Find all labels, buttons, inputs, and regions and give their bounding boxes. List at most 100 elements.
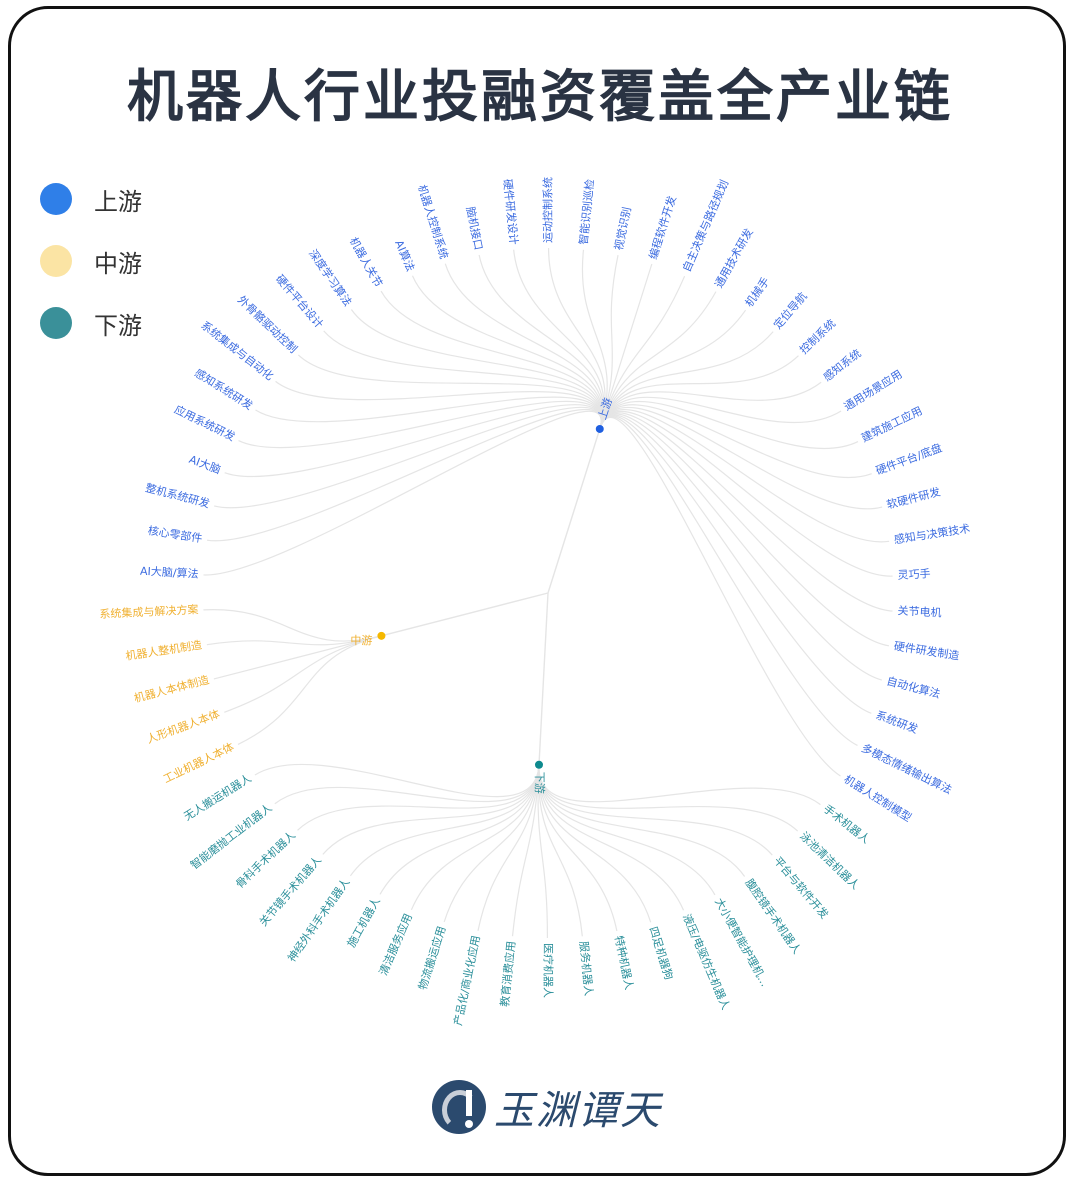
leaf-label[interactable]: 特种机器人 (612, 934, 637, 991)
link-leaf (538, 764, 799, 832)
leaf-label[interactable]: 应用系统研发 (172, 402, 237, 444)
leaf-label[interactable]: 无人搬运机器人 (181, 771, 254, 824)
link-leaf (322, 764, 540, 855)
link-leaf (599, 400, 859, 450)
leaf-label[interactable]: 液压/电驱仿生机器人 (680, 912, 733, 1012)
legend-dot-icon (40, 245, 72, 277)
leaf-label[interactable]: 人形机器人本体 (145, 706, 222, 746)
link-leaf (599, 331, 774, 430)
leaf-label[interactable]: 感知系统研发 (192, 366, 255, 413)
leaf-label[interactable]: 通用技术研发 (711, 226, 755, 290)
leaf-label[interactable]: 骨科手术机器人 (233, 828, 299, 891)
leaf-label[interactable]: 平台与软件开发 (771, 854, 832, 922)
leaf-label[interactable]: 核心零部件 (147, 523, 203, 545)
leaf-label[interactable]: 自主决策与路径规划 (679, 178, 731, 274)
leaf-label[interactable]: 硬件平台设计 (273, 272, 327, 331)
leaf-label[interactable]: 感知与决策技术 (893, 521, 971, 546)
leaf-label[interactable]: 感知系统 (820, 346, 863, 384)
link-leaf (538, 764, 716, 896)
link-leaf (538, 764, 685, 911)
link-leaf (599, 416, 858, 746)
leaf-label[interactable]: 施工机器人 (344, 895, 383, 950)
link-leaf (297, 764, 540, 831)
legend-item-downstream[interactable]: 下游 (40, 292, 142, 354)
node-midstream[interactable] (377, 631, 386, 640)
leaf-label[interactable]: AI大脑/算法 (140, 564, 199, 581)
leaf-label[interactable]: 控制系统 (797, 316, 839, 356)
logo: 玉渊谭天 (432, 1078, 662, 1136)
leaf-label[interactable]: 系统集成与解决方案 (99, 602, 199, 621)
link-leaf (323, 330, 603, 430)
link-leaf (206, 635, 382, 646)
legend-dot-icon (40, 183, 72, 215)
leaf-label[interactable]: 通用场景应用 (841, 367, 904, 414)
leaf-label[interactable]: 硬件平台/底盘 (874, 440, 944, 477)
leaf-label[interactable]: 建筑施工应用 (859, 403, 924, 445)
node-downstream[interactable] (534, 760, 543, 769)
leaf-label[interactable]: AI大脑 (187, 452, 223, 477)
link-leaf (538, 764, 652, 923)
leaf-label[interactable]: 视觉识别 (611, 206, 634, 252)
leaf-label[interactable]: 泳池清洁机器人 (797, 829, 862, 892)
link-leaf (224, 635, 382, 713)
leaf-label[interactable]: 机器人控制模型 (842, 772, 915, 825)
legend-label: 中游 (94, 249, 142, 278)
leaf-label[interactable]: 定位导航 (770, 289, 809, 331)
leaf-label[interactable]: 运动控制系统 (541, 177, 555, 243)
leaf-label[interactable]: 手术机器人 (821, 801, 873, 846)
link-root-upstream (547, 428, 601, 594)
leaf-label[interactable]: 智能识别巡检 (576, 178, 597, 245)
leaf-label[interactable]: 软硬件研发 (885, 484, 942, 511)
legend-item-midstream[interactable]: 中游 (40, 230, 142, 292)
legend-dot-icon (40, 307, 72, 339)
leaf-label[interactable]: 机器人整机制造 (125, 638, 203, 663)
link-leaf (444, 263, 604, 430)
link-leaf (275, 380, 603, 430)
leaf-label[interactable]: 机器人关节 (347, 235, 386, 290)
link-leaf (297, 354, 603, 430)
link-leaf (599, 275, 686, 430)
leaf-label[interactable]: 清洁服务应用 (376, 911, 415, 977)
link-leaf (513, 249, 605, 430)
leaf-label[interactable]: 深度学习算法 (306, 247, 355, 309)
leaf-label[interactable]: 服务机器人 (577, 940, 596, 996)
link-leaf (443, 764, 540, 923)
leaf-label[interactable]: 整机系统研发 (144, 480, 211, 510)
leaf-label[interactable]: 外骨骼驱动控制 (235, 292, 300, 355)
leaf-label[interactable]: 关节电机 (897, 603, 942, 619)
leaf-label[interactable]: 脑机接口 (463, 205, 486, 251)
leaf-label[interactable]: 系统研发 (874, 708, 920, 736)
leaf-label[interactable]: 机械手 (742, 274, 772, 309)
link-leaf (350, 309, 603, 430)
legend-item-upstream[interactable]: 上游 (40, 168, 142, 230)
leaf-label[interactable]: AI算法 (392, 238, 418, 274)
link-leaf (599, 417, 841, 777)
leaf-label[interactable]: 灵巧手 (897, 566, 931, 582)
leaf-label[interactable]: 产品化/商业化应用 (451, 934, 483, 1027)
link-leaf (379, 764, 540, 895)
link-leaf (599, 406, 883, 510)
link-leaf (581, 249, 608, 430)
link-leaf (599, 415, 872, 714)
leaf-label[interactable]: 机器人控制系统 (415, 183, 451, 261)
link-leaf (478, 254, 604, 430)
leaf-label[interactable]: 工业机器人本体 (161, 739, 236, 785)
link-leaf (380, 290, 603, 430)
link-leaf (599, 381, 822, 430)
node-upstream[interactable] (595, 424, 604, 433)
link-leaf (599, 409, 890, 543)
link-leaf (274, 764, 540, 805)
leaf-label[interactable]: 机器人本体制造 (132, 672, 210, 705)
leaf-label[interactable]: 编程软件开发 (646, 194, 679, 261)
leaf-label[interactable]: 自动化算法 (885, 674, 942, 701)
legend-label: 下游 (94, 311, 142, 340)
leaf-label[interactable]: 物流搬运应用 (415, 924, 448, 991)
leaf-label[interactable]: 硬件研发制造 (893, 639, 960, 663)
leaf-label[interactable]: 硬件研发设计 (501, 178, 521, 245)
link-leaf (538, 764, 821, 806)
leaf-label[interactable]: 四足机器狗 (646, 925, 676, 982)
leaf-label[interactable]: 医疗机器人 (541, 943, 555, 998)
leaf-label[interactable]: 教育消费应用 (497, 940, 518, 1007)
link-leaf (538, 764, 618, 932)
